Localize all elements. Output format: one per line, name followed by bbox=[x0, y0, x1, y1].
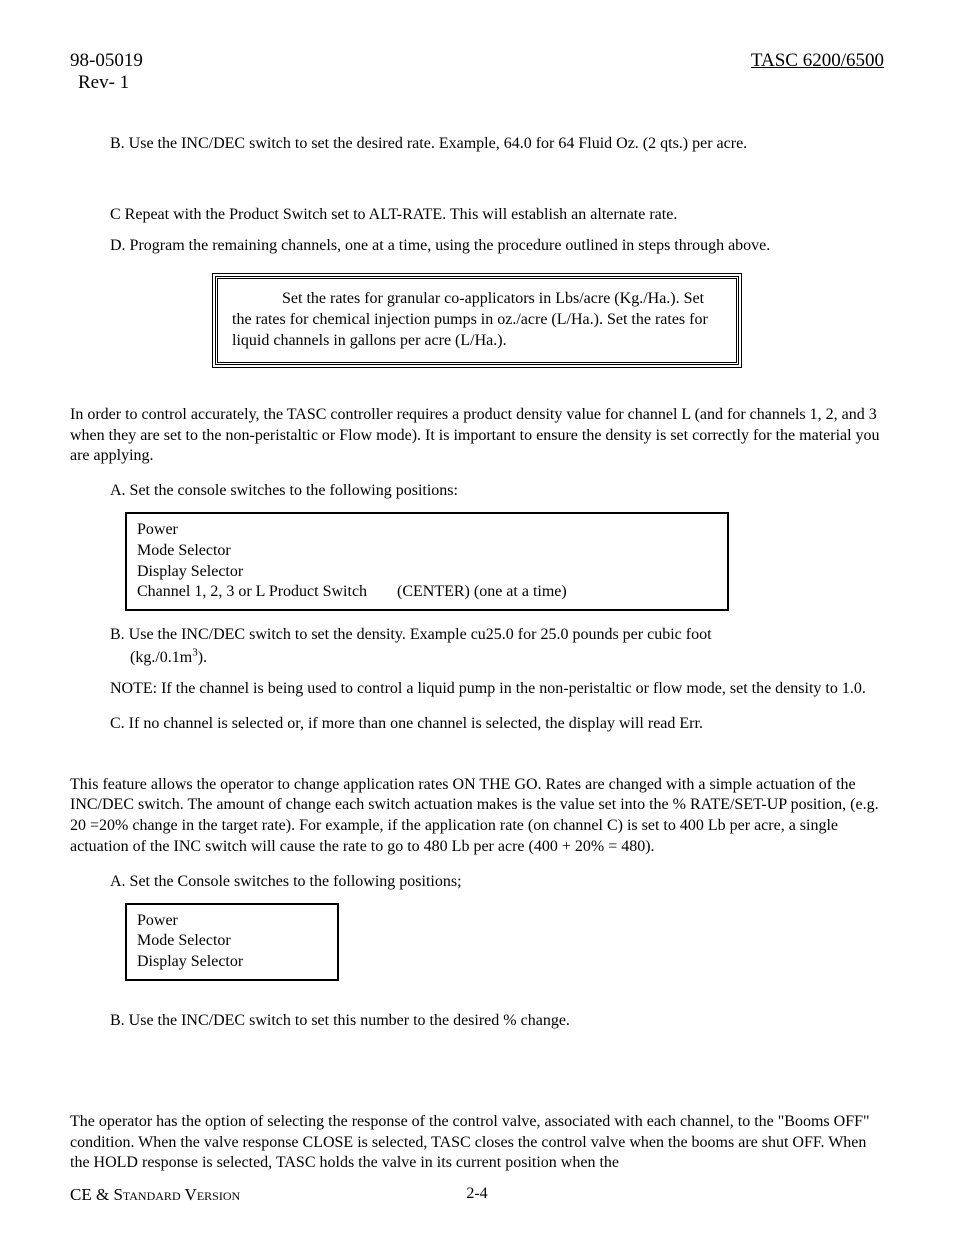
doc-rev: Rev- 1 bbox=[78, 72, 143, 94]
product-name: TASC 6200/6500 bbox=[751, 50, 884, 72]
page-header: 98-05019 Rev- 1 TASC 6200/6500 bbox=[70, 50, 884, 94]
body: B. Use the INC/DEC switch to set the des… bbox=[70, 134, 884, 1174]
switch-label: Channel 1, 2, 3 or L Product Switch bbox=[137, 582, 397, 603]
density-note: NOTE: If the channel is being used to co… bbox=[110, 679, 884, 700]
note-box-text: Set the rates for granular co-applicator… bbox=[232, 289, 722, 351]
header-left: 98-05019 Rev- 1 bbox=[70, 50, 143, 94]
switch-row: Power bbox=[137, 911, 327, 932]
page: 98-05019 Rev- 1 TASC 6200/6500 B. Use th… bbox=[0, 0, 954, 1235]
density-intro: In order to control accurately, the TASC… bbox=[70, 405, 884, 467]
density-step-b-line2-main: (kg./0.1m bbox=[130, 649, 192, 666]
density-step-b: B. Use the INC/DEC switch to set the den… bbox=[110, 625, 884, 669]
density-step-a: A. Set the console switches to the follo… bbox=[110, 481, 884, 502]
switch-row: Power bbox=[137, 520, 717, 541]
density-step-b-tail: ). bbox=[198, 649, 207, 666]
percent-rate-intro: This feature allows the operator to chan… bbox=[70, 775, 884, 858]
page-footer: CE & Standard Version 2-4 bbox=[70, 1185, 884, 1205]
doc-number: 98-05019 bbox=[70, 50, 143, 72]
density-step-b-line2: (kg./0.1m3). bbox=[130, 649, 207, 666]
switch-value: (CENTER) (one at a time) bbox=[397, 582, 567, 603]
switch-row: Mode Selector bbox=[137, 541, 717, 562]
switch-row: Display Selector bbox=[137, 952, 327, 973]
valve-para: The operator has the option of selecting… bbox=[70, 1112, 884, 1174]
switch-label: Mode Selector bbox=[137, 541, 387, 562]
step-d: D. Program the remaining channels, one a… bbox=[110, 236, 884, 257]
density-step-b-line1: B. Use the INC/DEC switch to set the den… bbox=[110, 626, 712, 643]
switch-row: Channel 1, 2, 3 or L Product Switch (CEN… bbox=[137, 582, 717, 603]
footer-pagenum: 2-4 bbox=[70, 1185, 884, 1203]
header-right: TASC 6200/6500 bbox=[751, 50, 884, 94]
switch-label: Display Selector bbox=[137, 562, 387, 583]
note-box: Set the rates for granular co-applicator… bbox=[215, 276, 739, 364]
switch-row: Mode Selector bbox=[137, 931, 327, 952]
density-step-c: C. If no channel is selected or, if more… bbox=[110, 714, 884, 735]
switch-row: Display Selector bbox=[137, 562, 717, 583]
percent-rate-switch-box: Power Mode Selector Display Selector bbox=[125, 903, 339, 981]
percent-rate-step-b: B. Use the INC/DEC switch to set this nu… bbox=[110, 1011, 884, 1032]
step-b: B. Use the INC/DEC switch to set the des… bbox=[110, 134, 884, 155]
density-switch-box: Power Mode Selector Display Selector Cha… bbox=[125, 512, 729, 611]
step-c: C Repeat with the Product Switch set to … bbox=[110, 205, 884, 226]
percent-rate-step-a: A. Set the Console switches to the follo… bbox=[110, 872, 884, 893]
switch-label: Power bbox=[137, 520, 387, 541]
